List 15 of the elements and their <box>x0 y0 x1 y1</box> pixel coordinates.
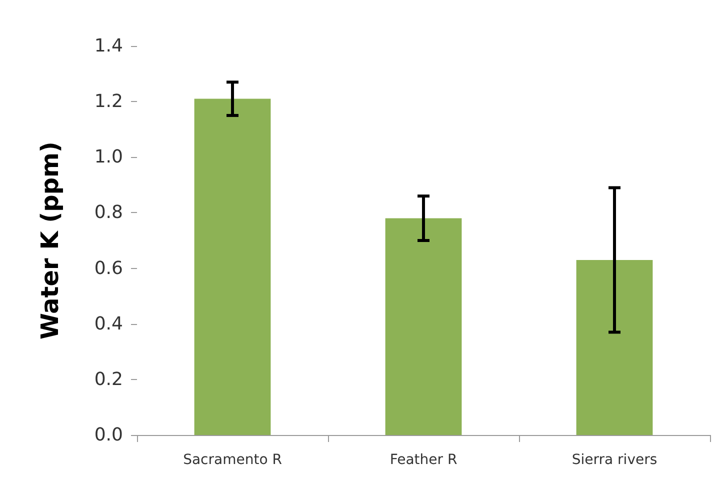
bar <box>194 98 271 435</box>
y-tick-label: 1.0 <box>94 146 123 168</box>
y-tick-label: 0.2 <box>94 368 123 390</box>
x-tick-label: Feather R <box>390 452 458 468</box>
bar <box>385 218 462 435</box>
y-tick-label: 0.4 <box>94 313 123 334</box>
y-tick-label: 1.4 <box>94 36 123 56</box>
bar <box>576 260 653 435</box>
y-tick-label: 0.8 <box>94 202 123 224</box>
x-tick-label: Sacramento R <box>183 452 282 468</box>
y-axis-title: Water K (ppm) <box>36 141 64 340</box>
y-tick-label: 1.2 <box>94 91 123 112</box>
y-tick-label: 0.6 <box>94 258 123 279</box>
x-tick-label: Sierra rivers <box>572 452 658 468</box>
y-tick-label: 0.0 <box>94 424 123 446</box>
